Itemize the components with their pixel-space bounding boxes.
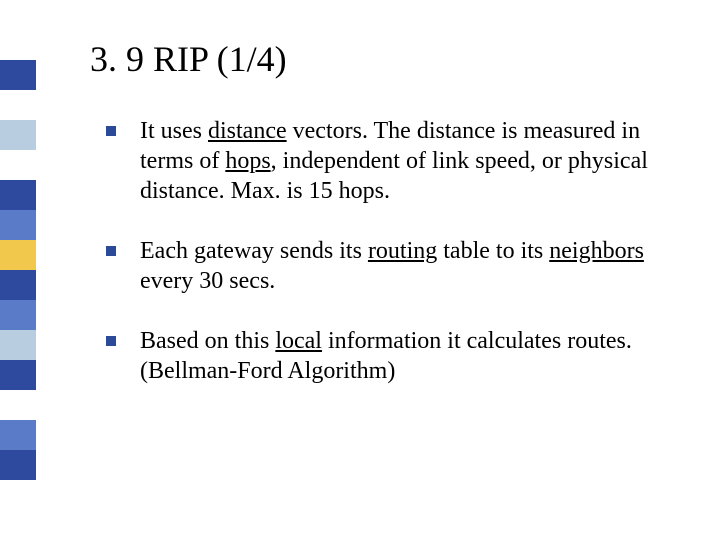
bullet-item: Each gateway sends its routing table to … xyxy=(106,236,690,296)
bullet-item: It uses distance vectors. The distance i… xyxy=(106,116,690,206)
underlined-text: routing xyxy=(368,238,437,264)
bullet-list: It uses distance vectors. The distance i… xyxy=(90,116,690,386)
underlined-text: hops xyxy=(225,148,270,174)
sidebar-block xyxy=(0,360,36,390)
slide-title: 3. 9 RIP (1/4) xyxy=(90,38,690,80)
sidebar-block xyxy=(0,480,36,510)
underlined-text: local xyxy=(275,328,322,354)
sidebar-block xyxy=(0,300,36,330)
body-text: It uses xyxy=(140,118,208,144)
sidebar-block xyxy=(0,330,36,360)
sidebar-block xyxy=(0,210,36,240)
sidebar-block xyxy=(0,450,36,480)
body-text: Based on this xyxy=(140,328,275,354)
sidebar-block xyxy=(0,0,36,30)
body-text: Each gateway sends its xyxy=(140,238,368,264)
sidebar-block xyxy=(0,150,36,180)
sidebar-block xyxy=(0,180,36,210)
slide-content: 3. 9 RIP (1/4) It uses distance vectors.… xyxy=(90,38,690,416)
sidebar-block xyxy=(0,390,36,420)
sidebar-block xyxy=(0,240,36,270)
sidebar-block xyxy=(0,510,36,540)
underlined-text: distance xyxy=(208,118,287,144)
sidebar-block xyxy=(0,120,36,150)
sidebar-block xyxy=(0,30,36,60)
body-text: table to its xyxy=(437,238,549,264)
sidebar-block xyxy=(0,420,36,450)
decorative-sidebar xyxy=(0,0,36,540)
underlined-text: neighbors xyxy=(549,238,644,264)
sidebar-block xyxy=(0,60,36,90)
sidebar-block xyxy=(0,270,36,300)
body-text: every 30 secs. xyxy=(140,268,275,294)
bullet-item: Based on this local information it calcu… xyxy=(106,326,690,386)
sidebar-block xyxy=(0,90,36,120)
